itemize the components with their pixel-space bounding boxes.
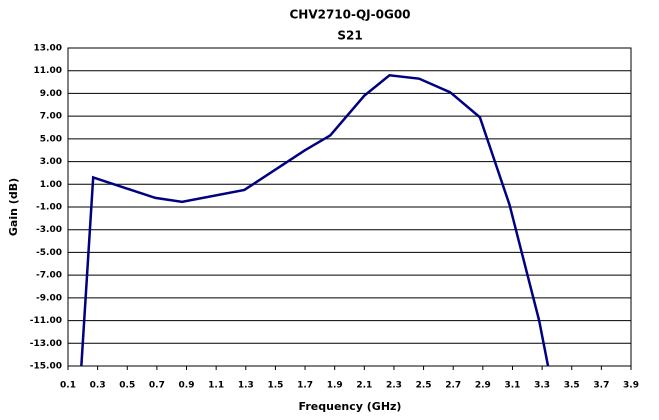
x-tick-label: 3.3 xyxy=(534,381,550,391)
x-tick-label: 1.7 xyxy=(297,381,313,391)
x-axis-title: Frequency (GHz) xyxy=(299,400,402,413)
y-tick-label: 7.00 xyxy=(40,112,62,122)
y-tick-label: -9.00 xyxy=(36,293,62,303)
y-tick-label: 1.00 xyxy=(40,180,62,190)
y-tick-label: 13.00 xyxy=(34,44,62,54)
y-tick-label: -13.00 xyxy=(30,339,62,349)
x-tick-label: 1.3 xyxy=(238,381,254,391)
x-tick-label: 0.5 xyxy=(119,381,135,391)
x-tick-label: 0.1 xyxy=(60,381,76,391)
x-tick-label: 2.3 xyxy=(386,381,402,391)
x-tick-label: 1.1 xyxy=(208,381,224,391)
chart-title: CHV2710-QJ-0G00 xyxy=(289,8,410,22)
y-tick-label: -3.00 xyxy=(36,225,62,235)
y-axis-title: Gain (dB) xyxy=(7,178,20,236)
chart-subtitle: S21 xyxy=(337,29,362,43)
y-tick-label: -1.00 xyxy=(36,203,62,213)
x-tick-label: 0.9 xyxy=(179,381,195,391)
x-tick-label: 2.1 xyxy=(356,381,372,391)
x-tick-label: 1.9 xyxy=(327,381,343,391)
y-tick-label: -15.00 xyxy=(30,362,62,372)
x-tick-label: 1.5 xyxy=(267,381,283,391)
y-tick-label: -7.00 xyxy=(36,271,62,281)
x-tick-label: 2.7 xyxy=(445,381,461,391)
x-tick-label: 3.5 xyxy=(564,381,580,391)
x-tick-label: 0.7 xyxy=(149,381,165,391)
x-tick-label: 3.7 xyxy=(593,381,609,391)
x-tick-label: 0.3 xyxy=(90,381,106,391)
y-tick-label: 3.00 xyxy=(40,157,62,167)
x-tick-label: 3.1 xyxy=(504,381,520,391)
x-tick-label: 3.9 xyxy=(623,381,639,391)
y-tick-label: 5.00 xyxy=(40,134,62,144)
x-tick-label: 2.9 xyxy=(475,381,491,391)
series-line xyxy=(81,75,548,366)
y-tick-label: 11.00 xyxy=(34,66,62,76)
x-tick-label: 2.5 xyxy=(416,381,432,391)
chart: CHV2710-QJ-0G00 S21 Frequency (GHz) Gain… xyxy=(0,0,659,420)
y-tick-label: -11.00 xyxy=(30,316,62,326)
y-tick-label: -5.00 xyxy=(36,248,62,258)
y-tick-label: 9.00 xyxy=(40,89,62,99)
